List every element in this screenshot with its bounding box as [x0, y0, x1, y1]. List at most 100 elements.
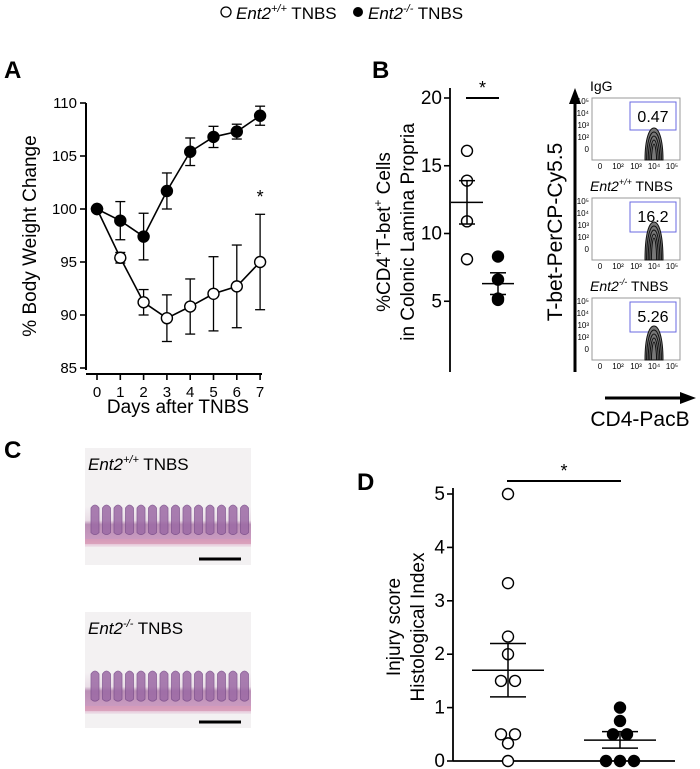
y-tick-label: 110	[53, 95, 77, 112]
panel-b-scatter: %CD4+T-bet+ Cells in Colonic Lamina Prop…	[371, 78, 514, 372]
crypt	[240, 504, 249, 535]
crypt	[136, 670, 146, 702]
legend-ko: Ent2-/- TNBS	[368, 3, 463, 23]
contour-line	[647, 135, 661, 161]
contour-line	[650, 341, 658, 361]
flow-x-tick: 0	[598, 262, 603, 271]
x-tick-label: 1	[116, 384, 124, 401]
flow-plot-title: IgG	[590, 78, 613, 94]
flow-x-tick: 10⁴	[648, 162, 661, 171]
flow-plot-frame	[591, 197, 681, 261]
data-point-filled	[613, 701, 627, 714]
legend-wt: Ent2+/+ TNBS	[236, 3, 337, 23]
crypt	[125, 504, 134, 535]
data-point-open	[494, 728, 508, 741]
histology-label-ko: Ent2-/- TNBS	[88, 618, 183, 638]
data-point-open	[494, 674, 508, 688]
flow-ylabel: T-bet-PerCP-Cy5.5	[544, 143, 567, 322]
panel-a-line-chart: % Body Weight Change Days after TNBS 85 9…	[20, 95, 267, 418]
muscularis	[85, 706, 251, 711]
panel-a-xlabel: Days after TNBS	[107, 397, 249, 418]
flow-y-tick: 10³	[577, 221, 589, 230]
crypt	[102, 504, 111, 535]
legend-open-circle-icon	[220, 6, 232, 18]
flow-x-tick: 10⁴	[648, 262, 661, 271]
data-point-filled	[114, 214, 127, 227]
contour-line	[646, 329, 662, 361]
flow-plot-title: Ent2+/+ TNBS	[590, 177, 673, 194]
contour-line	[650, 143, 658, 161]
flow-y-tick: 10⁴	[577, 109, 590, 118]
x-tick-label: 6	[233, 384, 241, 401]
y-tick-label: 4	[434, 537, 445, 558]
panel-b-ylabel-line2: in Colonic Lamina Propria	[398, 123, 419, 341]
y-tick-label: 20	[421, 88, 442, 109]
flow-x-tick: 10³	[630, 362, 642, 371]
y-tick-label: 15	[421, 156, 442, 177]
crypt	[217, 670, 226, 702]
panel-b-ylabel-line1: %CD4+T-bet+ Cells	[371, 152, 395, 312]
panel-d-ylabel-line2: Histological Index	[408, 552, 429, 701]
flow-y-tick: 10⁵	[577, 297, 589, 306]
y-tick-label: 1	[434, 698, 445, 719]
crypt	[194, 670, 203, 702]
arrow-right-icon	[680, 392, 696, 404]
data-point-filled	[160, 184, 174, 198]
x-tick-label: 0	[93, 384, 101, 401]
data-point-open	[114, 251, 127, 264]
legend-filled-circle-icon	[353, 7, 363, 17]
data-point-open	[508, 674, 522, 688]
contour-line	[649, 337, 659, 361]
panel-d-ylabel-line1: Injury score	[384, 578, 405, 676]
data-point-open	[230, 280, 244, 293]
crypt	[125, 670, 134, 702]
contour-line	[646, 131, 662, 161]
significance-star: *	[479, 78, 486, 98]
crypt	[90, 504, 100, 535]
data-point-filled	[599, 754, 613, 768]
data-point-filled	[620, 728, 634, 741]
data-point-open	[460, 253, 474, 266]
panel-b-flow-plots: T-bet-PerCP-Cy5.5 CD4-PacB IgG10⁵10⁴10³1…	[544, 78, 696, 431]
data-point-open	[508, 728, 522, 741]
data-point-filled	[627, 754, 641, 768]
y-tick-label: 2	[434, 644, 445, 665]
genotype-sup: +/+	[619, 177, 632, 187]
panel-label-b: B	[372, 57, 389, 84]
y-tick-label: 0	[434, 751, 445, 769]
flow-y-tick: 10⁵	[577, 197, 589, 206]
crypt	[171, 504, 180, 535]
flow-plot-title: Ent2-/- TNBS	[590, 277, 668, 294]
crypt	[159, 670, 169, 702]
data-point-filled	[207, 130, 220, 144]
flow-x-tick: 10³	[630, 262, 642, 271]
flow-x-tick: 10⁵	[666, 162, 678, 171]
flow-y-tick: 10²	[577, 333, 589, 342]
data-point-filled	[606, 728, 620, 741]
significance-star: *	[257, 187, 264, 207]
panel-label-c: C	[4, 437, 21, 464]
contour-line	[647, 229, 661, 261]
flow-x-tick: 0	[598, 162, 603, 171]
crypt	[182, 670, 192, 702]
y-tick-label: 100	[52, 201, 77, 218]
flow-y-tick: 10²	[577, 133, 589, 142]
gate-percent: 16.2	[637, 209, 668, 226]
panel-label-d: D	[357, 469, 374, 496]
data-point-filled	[90, 202, 104, 216]
data-point-filled	[183, 145, 197, 158]
crypt	[113, 504, 123, 535]
title-suffix: TNBS	[632, 178, 673, 194]
y-tick-label: 85	[60, 360, 77, 377]
legend: Ent2+/+ TNBS Ent2-/- TNBS	[220, 3, 463, 23]
crypt	[113, 670, 123, 702]
crypt	[90, 670, 100, 702]
panel-a-ylabel: % Body Weight Change	[20, 135, 41, 336]
data-point-open	[137, 296, 150, 309]
crypt	[171, 670, 180, 702]
y-tick-label: 95	[60, 254, 77, 271]
x-tick-label: 7	[256, 384, 264, 401]
data-point-open	[501, 737, 515, 750]
panel-d-scatter: Injury score Histological Index 0 1 2 3 4 5 *	[384, 461, 675, 769]
y-tick-label: 105	[52, 148, 77, 165]
